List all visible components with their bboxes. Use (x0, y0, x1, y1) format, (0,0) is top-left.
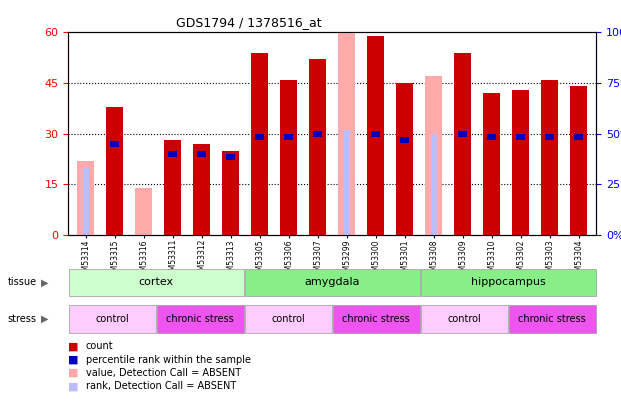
Bar (280, 80, 297, 235)
Bar (401, 137, 409, 143)
Bar (483, 93, 501, 235)
Text: ■: ■ (68, 341, 79, 351)
Bar (574, 134, 583, 140)
Bar (106, 107, 124, 235)
Text: value, Detection Call = ABSENT: value, Detection Call = ABSENT (86, 368, 241, 378)
Bar (487, 134, 496, 140)
Text: ■: ■ (68, 355, 79, 364)
Bar (517, 134, 525, 140)
Bar (454, 53, 471, 235)
Text: rank, Detection Call = ABSENT: rank, Detection Call = ABSENT (86, 382, 236, 391)
Bar (197, 151, 206, 157)
Bar (570, 86, 587, 235)
Bar (193, 144, 211, 235)
Text: control: control (271, 314, 305, 324)
Text: cortex: cortex (138, 277, 174, 288)
Text: ▶: ▶ (41, 277, 48, 288)
Text: ■: ■ (68, 368, 79, 378)
Bar (333, 305, 420, 333)
Bar (284, 134, 293, 140)
Bar (396, 83, 414, 235)
Bar (157, 305, 243, 333)
Bar (458, 130, 467, 137)
Bar (69, 305, 156, 333)
Bar (309, 60, 327, 235)
Text: hippocampus: hippocampus (471, 277, 546, 288)
Text: chronic stress: chronic stress (166, 314, 234, 324)
Bar (77, 161, 94, 235)
Bar (164, 141, 181, 235)
Bar (367, 36, 384, 235)
Text: ▶: ▶ (41, 314, 48, 324)
Text: stress: stress (7, 314, 37, 324)
Text: control: control (447, 314, 481, 324)
Bar (222, 151, 240, 235)
Bar (512, 90, 530, 235)
Bar (509, 305, 596, 333)
Bar (541, 80, 558, 235)
Text: GDS1794 / 1378516_at: GDS1794 / 1378516_at (176, 16, 321, 29)
Text: control: control (96, 314, 129, 324)
Bar (431, 134, 437, 235)
Bar (255, 134, 264, 140)
Text: percentile rank within the sample: percentile rank within the sample (86, 355, 251, 364)
Bar (338, 32, 355, 235)
Bar (425, 76, 442, 235)
Bar (245, 269, 420, 296)
Bar (83, 167, 89, 235)
Bar (111, 141, 119, 147)
Text: tissue: tissue (7, 277, 37, 288)
Bar (227, 154, 235, 160)
Text: chronic stress: chronic stress (519, 314, 586, 324)
Bar (168, 151, 177, 157)
Bar (371, 130, 380, 137)
Bar (69, 269, 243, 296)
Bar (421, 269, 596, 296)
Bar (545, 134, 554, 140)
Bar (251, 53, 268, 235)
Bar (421, 305, 507, 333)
Bar (135, 188, 152, 235)
Bar (314, 130, 322, 137)
Text: chronic stress: chronic stress (342, 314, 410, 324)
Text: count: count (86, 341, 113, 351)
Bar (343, 130, 350, 235)
Bar (245, 305, 332, 333)
Text: amygdala: amygdala (304, 277, 360, 288)
Text: ■: ■ (68, 382, 79, 391)
